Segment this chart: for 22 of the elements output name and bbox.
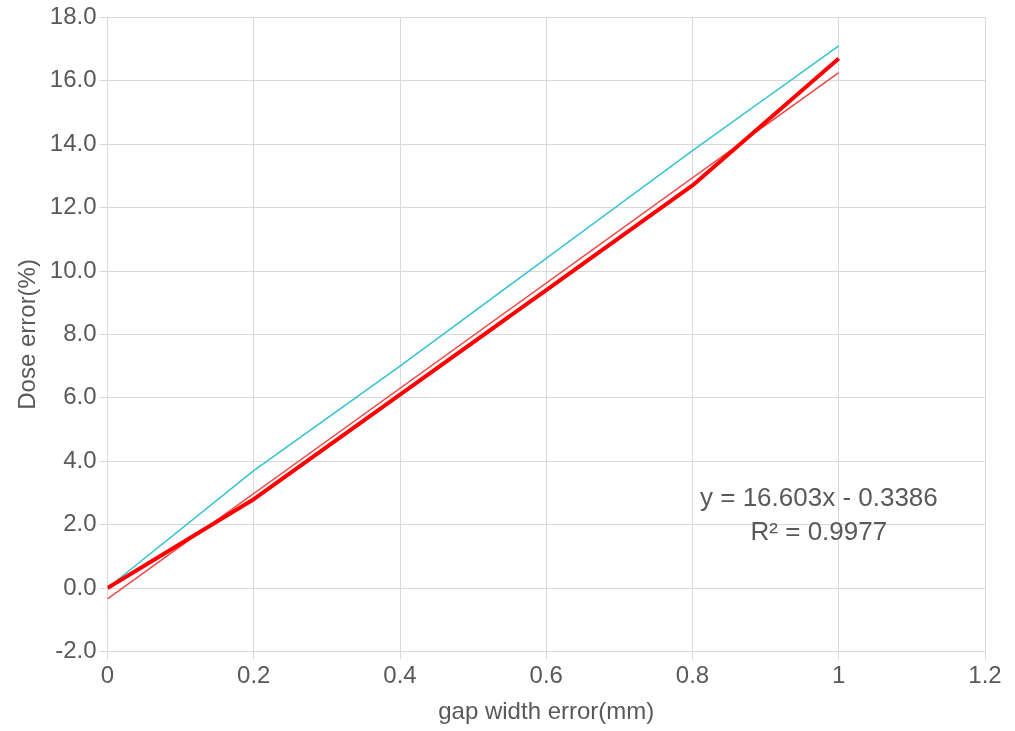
y-tick-label: 10.0: [49, 255, 97, 283]
y-tick-label: 4.0: [63, 445, 97, 473]
y-tick-label: 6.0: [63, 382, 97, 410]
y-tick-label: 2.0: [63, 509, 97, 537]
y-tick-label: -2.0: [55, 636, 97, 664]
x-tick-label: 0.6: [529, 661, 563, 689]
x-tick-label: 1.2: [968, 661, 1002, 689]
x-tick-label: 0.2: [237, 661, 271, 689]
y-tick-label: 0.0: [63, 572, 97, 600]
y-tick-label: 16.0: [49, 65, 97, 93]
annotation: R² = 0.9977: [749, 515, 889, 548]
y-tick-label: 12.0: [49, 192, 97, 220]
y-tick-label: 14.0: [49, 128, 97, 156]
x-axis-title: gap width error(mm): [438, 697, 655, 725]
y-axis-title: Dose error(%): [13, 259, 41, 410]
x-tick-label: 0.8: [675, 661, 710, 689]
x-tick-label: 1: [832, 661, 846, 689]
y-tick-label: 8.0: [63, 319, 97, 347]
x-tick-label: 0: [100, 661, 115, 689]
annotation: y = 16.603x - 0.3386: [700, 481, 938, 514]
y-tick-label: 18.0: [49, 2, 97, 30]
x-tick-label: 0.4: [383, 661, 417, 689]
